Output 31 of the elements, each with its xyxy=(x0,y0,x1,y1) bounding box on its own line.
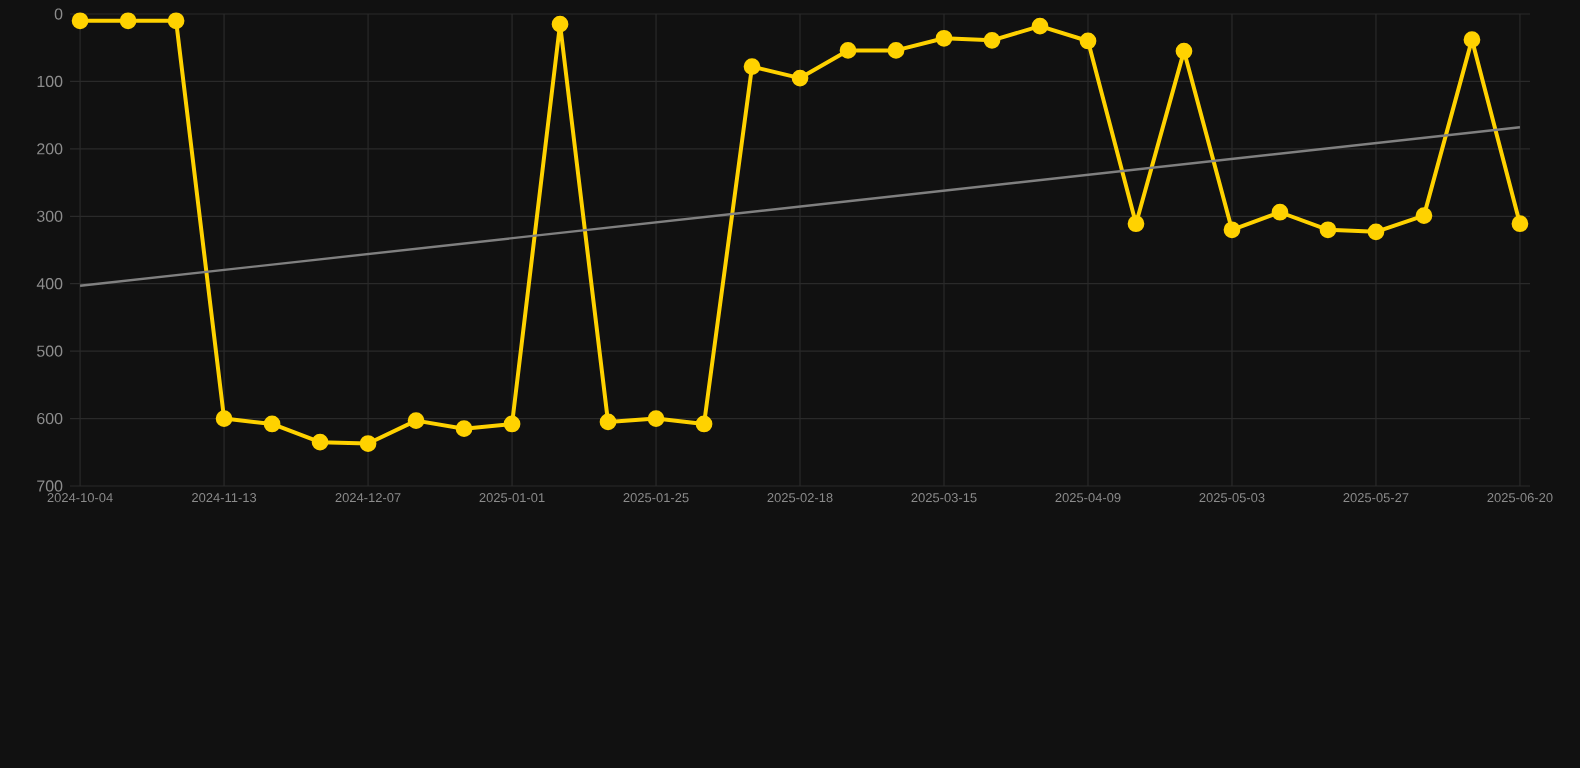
point xyxy=(119,12,137,30)
point xyxy=(695,415,713,433)
point xyxy=(1031,17,1049,35)
point xyxy=(1319,221,1337,239)
point xyxy=(263,415,281,433)
point xyxy=(359,435,377,452)
point xyxy=(839,42,857,59)
point xyxy=(1511,215,1529,233)
point xyxy=(503,415,521,433)
point xyxy=(1367,223,1385,241)
point xyxy=(1079,32,1097,50)
point xyxy=(791,69,809,87)
point xyxy=(599,413,617,431)
point xyxy=(71,12,89,30)
point xyxy=(1223,221,1241,239)
point xyxy=(455,420,473,438)
point xyxy=(1415,207,1433,224)
point xyxy=(983,31,1001,49)
point xyxy=(407,412,425,429)
point xyxy=(1175,42,1193,60)
point xyxy=(743,58,761,75)
point xyxy=(935,29,953,47)
point xyxy=(551,15,569,33)
point xyxy=(311,433,329,451)
point xyxy=(1463,31,1481,49)
point xyxy=(1271,203,1289,221)
point xyxy=(215,410,233,427)
point xyxy=(1127,215,1145,233)
point xyxy=(167,12,185,30)
point xyxy=(647,410,665,427)
point xyxy=(887,42,905,59)
